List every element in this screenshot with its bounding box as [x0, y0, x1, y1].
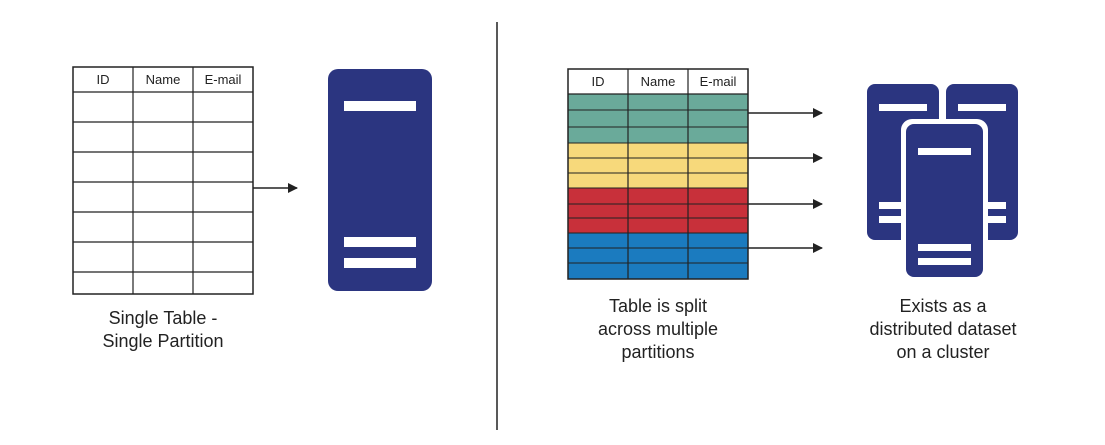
- caption-line: partitions: [621, 342, 695, 362]
- caption-line: Single Partition: [102, 331, 224, 351]
- partition-red: [568, 188, 748, 233]
- cluster-server-front: [901, 119, 988, 282]
- caption-line: distributed dataset: [869, 319, 1017, 339]
- caption-line: Single Table -: [108, 308, 218, 328]
- cluster-caption: Exists as a distributed dataset on a clu…: [843, 295, 1043, 364]
- left-header-name: Name: [146, 72, 181, 87]
- server-icon: [328, 69, 432, 291]
- split-table-caption: Table is split across multiple partition…: [568, 295, 748, 364]
- right-header-email: E-mail: [700, 74, 737, 89]
- caption-line: Exists as a: [899, 296, 987, 316]
- partitioned-table: ID Name E-mail: [567, 68, 749, 280]
- cluster-icon: [867, 84, 1018, 282]
- caption-line: across multiple: [597, 319, 719, 339]
- right-header-name: Name: [641, 74, 676, 89]
- server-body: [328, 69, 432, 291]
- partition-blue: [568, 233, 748, 279]
- right-header-id: ID: [592, 74, 605, 89]
- left-header-email: E-mail: [205, 72, 242, 87]
- partition-teal: [568, 94, 748, 143]
- single-table: ID Name E-mail: [72, 66, 254, 295]
- caption-line: Table is split: [608, 296, 708, 316]
- single-table-caption: Single Table - Single Partition: [63, 307, 263, 353]
- caption-line: on a cluster: [896, 342, 990, 362]
- partition-yellow: [568, 143, 748, 188]
- left-header-id: ID: [97, 72, 110, 87]
